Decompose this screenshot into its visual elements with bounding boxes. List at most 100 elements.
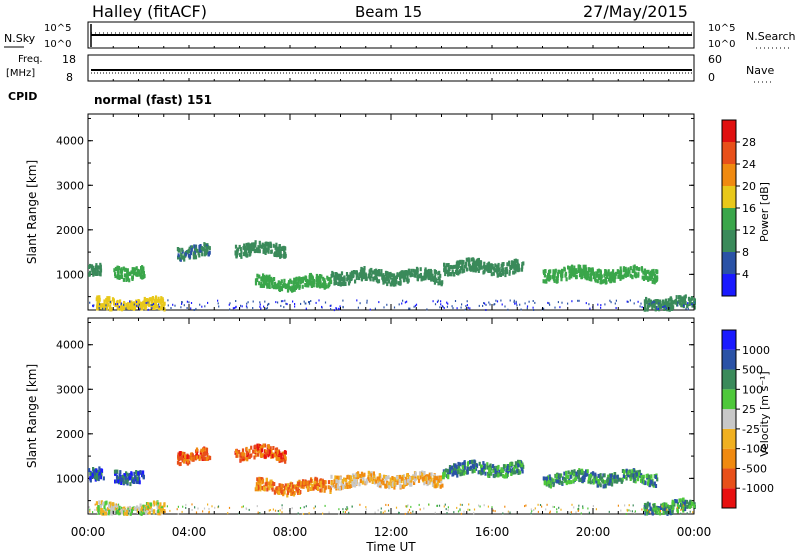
echo-cell [113,510,116,515]
echo-cell [410,476,413,481]
echo-cell [380,269,383,274]
echo-cell [468,503,470,506]
echo-cell [138,272,141,277]
echo-cell [438,278,441,283]
echo-cell [492,271,495,276]
echo-cell [525,504,527,507]
echo-cell [593,479,596,484]
echo-cell [584,267,588,272]
echo-cell [444,503,446,506]
echo-cell [382,273,385,278]
echo-cell [413,475,417,480]
echo-cell [675,295,678,300]
echo-cell [189,251,193,256]
echo-cell [315,273,318,278]
echo-cell [329,490,332,494]
echo-cell [427,480,430,485]
y-tick-label: 2000 [56,224,84,237]
echo-cell [513,266,516,271]
echo-cell [505,270,508,274]
echo-cell [477,269,480,273]
echo-cell [548,302,550,305]
echo-cell [498,267,501,272]
echo-cell [554,473,557,478]
echo-cell [386,275,389,280]
echo-cell [190,307,192,310]
echo-cell [526,305,529,308]
echo-cell [252,300,254,303]
echo-cell [610,275,613,280]
echo-cell [348,481,351,486]
velocity-colorbar-label: Velocity [m s⁻¹] [758,371,771,456]
echo-cell [619,276,622,281]
echo-cell [125,307,127,310]
echo-cell [462,468,465,473]
echo-cell [693,301,696,304]
echo-cell [338,508,340,511]
echo-cell [456,271,459,275]
echo-cell [439,484,442,489]
echo-cell [300,302,302,305]
echo-cell [565,470,568,475]
echo-cell [128,472,131,477]
echo-cell [618,273,621,278]
echo-cell [89,508,91,511]
echo-cell [425,274,428,279]
echo-cell [492,468,495,473]
echo-cell [476,262,479,267]
echo-cell [595,273,598,278]
echo-cell [203,456,206,461]
echo-cell [559,306,561,309]
echo-cell [355,478,358,483]
echo-cell [116,269,119,274]
echo-cell [103,299,106,304]
echo-cell [604,278,607,283]
echo-cell [125,302,128,307]
echo-cell [430,472,433,477]
echo-cell [473,512,475,515]
echo-cell [447,267,450,272]
echo-band [643,497,696,516]
echo-cell [178,248,181,253]
echo-cell [254,243,257,248]
echo-cell [410,268,413,273]
echo-cell [283,485,287,490]
echo-cell [268,481,271,486]
echo-cell [239,247,242,251]
echo-cell [152,504,154,507]
echo-cell [443,473,446,477]
echo-cell [557,269,560,274]
echo-cell [515,300,517,303]
echo-cell [282,300,284,303]
echo-cell [404,301,406,304]
echo-cell [497,262,500,267]
echo-cell [649,302,652,307]
echo-cell [632,504,634,507]
echo-cell [625,273,629,278]
echo-cell [413,273,416,278]
echo-cell [246,453,249,457]
echo-cell [341,485,344,490]
echo-cell [467,258,471,263]
echo-cell [262,282,266,286]
echo-cell [674,499,677,503]
echo-cell [280,253,283,258]
echo-cell [403,270,406,275]
echo-cell [338,512,340,515]
echo-cell [599,269,602,274]
echo-cell [654,484,658,488]
echo-cell [624,269,627,274]
echo-cell [137,305,139,308]
echo-cell [293,277,296,282]
echo-cell [646,269,649,274]
echo-cell [140,269,143,274]
echo-cell [302,484,305,489]
echo-cell [98,500,101,505]
echo-cell [264,449,267,454]
echo-cell [651,509,653,512]
echo-cell [456,307,458,310]
echo-cell [653,301,655,304]
echo-cell [418,503,420,506]
echo-cell [509,299,511,302]
